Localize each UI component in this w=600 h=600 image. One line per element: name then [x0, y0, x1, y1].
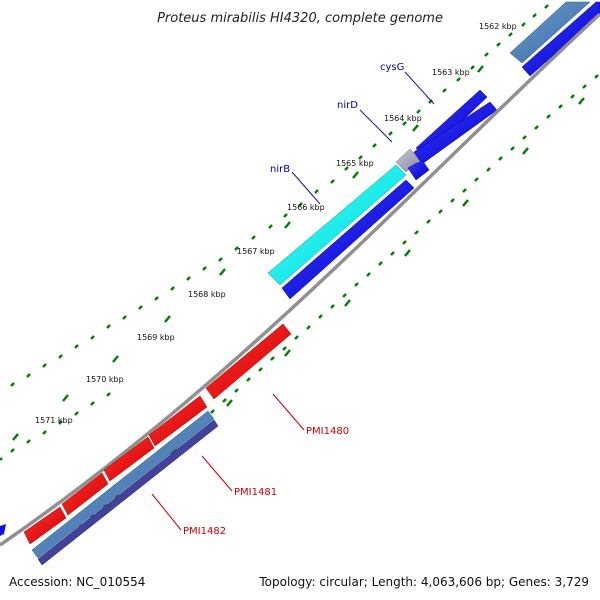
gene-feature-PMI1482-a[interactable]: [61, 472, 109, 516]
outer-tick-row: [0, 4, 549, 461]
kbp-label-1562: 1562 kbp: [479, 22, 517, 31]
gene-feature-PMI1481-b[interactable]: [103, 436, 155, 482]
kbp-label-1570: 1570 kbp: [86, 375, 124, 384]
gene-feature-edge-left[interactable]: [0, 524, 6, 536]
gene-label-PMI1481[interactable]: PMI1481: [234, 487, 277, 498]
kbp-label-1568: 1568 kbp: [188, 290, 226, 299]
kbp-label-1564: 1564 kbp: [384, 114, 422, 123]
genome-summary-text: Topology: circular; Length: 4,063,606 bp…: [258, 575, 589, 589]
blue-leader-lines: [291, 71, 435, 205]
accession-text: Accession: NC_010554: [9, 575, 145, 589]
gene-feature-nirB[interactable]: [267, 164, 407, 286]
kbp-label-1566: 1566 kbp: [287, 203, 325, 212]
gene-feature-inner-2[interactable]: [407, 159, 430, 181]
reverse-strand-genes: [0, 323, 292, 545]
gene-feature-inner-1[interactable]: [413, 101, 498, 165]
gene-feature-PMI1482-b[interactable]: [23, 506, 67, 545]
inner-strand-genes: [281, 1, 600, 300]
kbp-label-1569: 1569 kbp: [137, 333, 175, 342]
gene-feature-PMI1480[interactable]: [205, 323, 292, 400]
operon-bands: [31, 410, 219, 566]
outer-tick-major: [12, 65, 484, 441]
gene-feature-inner-top[interactable]: [521, 1, 600, 77]
kbp-label-1563: 1563 kbp: [432, 68, 470, 77]
gene-label-cysG[interactable]: cysG: [380, 62, 404, 73]
kbp-label-1571: 1571 kbp: [35, 416, 73, 425]
gene-label-PMI1480[interactable]: PMI1480: [306, 426, 349, 437]
gene-feature-inner-3[interactable]: [281, 179, 415, 300]
gene-feature-upstream-steel[interactable]: [509, 1, 591, 64]
kbp-label-1567: 1567 kbp: [237, 247, 275, 256]
gene-feature-navy-band[interactable]: [37, 419, 219, 566]
genome-backbone: [0, 12, 600, 547]
gene-label-nirD[interactable]: nirD: [337, 100, 358, 111]
gene-feature-steel-band[interactable]: [31, 410, 215, 559]
gene-label-nirB[interactable]: nirB: [270, 164, 290, 175]
kbp-label-1565: 1565 kbp: [336, 159, 374, 168]
gene-label-PMI1482[interactable]: PMI1482: [183, 526, 226, 537]
gene-feature-PMI1481-a[interactable]: [148, 395, 208, 447]
kbp-labels: 1562 kbp 1563 kbp 1564 kbp 1565 kbp 1566…: [35, 22, 517, 425]
map-title: Proteus mirabilis HI4320, complete genom…: [157, 11, 443, 26]
red-leader-lines: [151, 393, 305, 531]
